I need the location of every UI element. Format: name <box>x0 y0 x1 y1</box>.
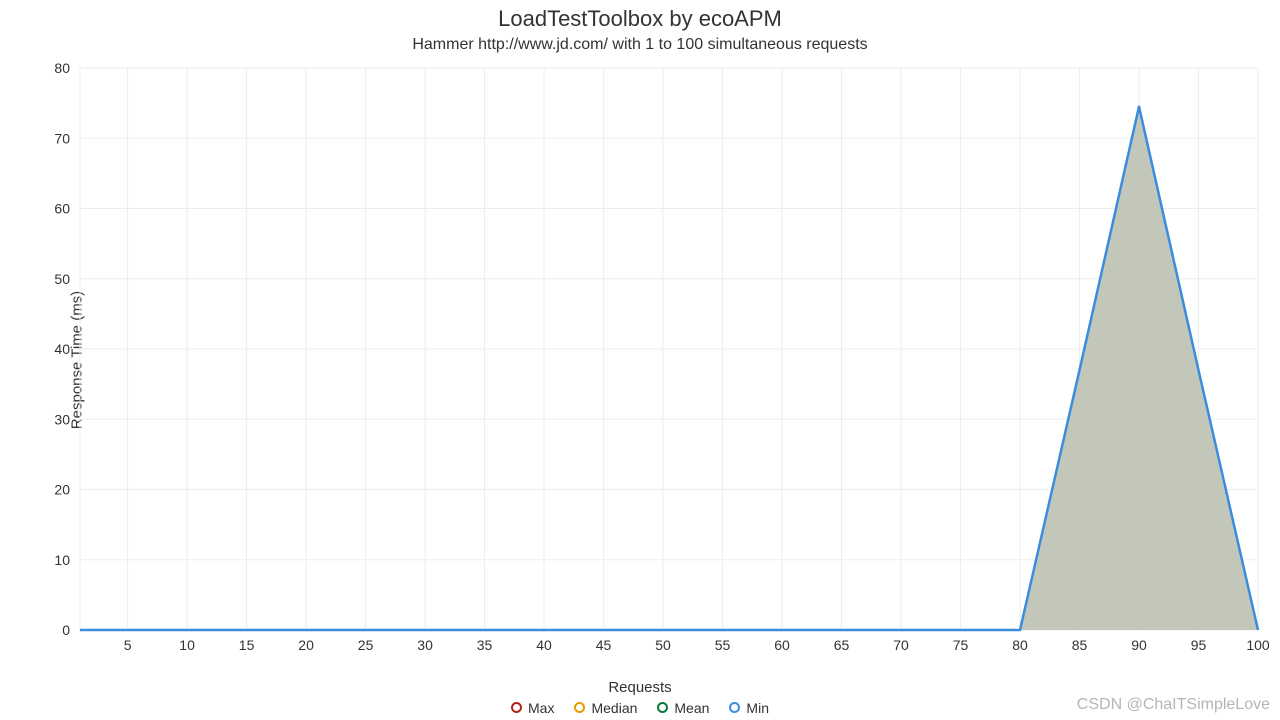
svg-text:50: 50 <box>655 637 671 653</box>
svg-text:45: 45 <box>596 637 612 653</box>
svg-text:100: 100 <box>1246 637 1270 653</box>
svg-text:60: 60 <box>774 637 790 653</box>
svg-text:95: 95 <box>1191 637 1207 653</box>
svg-text:90: 90 <box>1131 637 1147 653</box>
svg-text:30: 30 <box>417 637 433 653</box>
legend-item-max: Max <box>511 700 554 716</box>
svg-text:20: 20 <box>298 637 314 653</box>
svg-text:55: 55 <box>715 637 731 653</box>
svg-text:30: 30 <box>54 411 70 427</box>
chart-legend: Max Median Mean Min <box>0 700 1280 717</box>
svg-text:50: 50 <box>54 271 70 287</box>
legend-marker-icon <box>729 702 740 713</box>
svg-text:15: 15 <box>239 637 255 653</box>
svg-text:70: 70 <box>893 637 909 653</box>
svg-text:40: 40 <box>54 341 70 357</box>
legend-item-mean: Mean <box>657 700 709 716</box>
svg-text:75: 75 <box>953 637 969 653</box>
svg-text:25: 25 <box>358 637 374 653</box>
svg-text:60: 60 <box>54 201 70 217</box>
legend-label: Mean <box>674 700 709 716</box>
svg-text:85: 85 <box>1072 637 1088 653</box>
svg-text:80: 80 <box>54 60 70 76</box>
legend-label: Median <box>591 700 637 716</box>
legend-marker-icon <box>657 702 668 713</box>
svg-text:35: 35 <box>477 637 493 653</box>
legend-item-median: Median <box>574 700 637 716</box>
svg-text:40: 40 <box>536 637 552 653</box>
chart-plot: 5101520253035404550556065707580859095100… <box>0 0 1280 720</box>
legend-label: Min <box>746 700 769 716</box>
legend-label: Max <box>528 700 554 716</box>
legend-marker-icon <box>511 702 522 713</box>
legend-item-min: Min <box>729 700 769 716</box>
svg-text:10: 10 <box>54 552 70 568</box>
svg-text:20: 20 <box>54 482 70 498</box>
svg-text:80: 80 <box>1012 637 1028 653</box>
legend-marker-icon <box>574 702 585 713</box>
svg-text:70: 70 <box>54 130 70 146</box>
svg-text:65: 65 <box>834 637 850 653</box>
svg-text:5: 5 <box>124 637 132 653</box>
svg-text:0: 0 <box>62 622 70 638</box>
svg-text:10: 10 <box>179 637 195 653</box>
